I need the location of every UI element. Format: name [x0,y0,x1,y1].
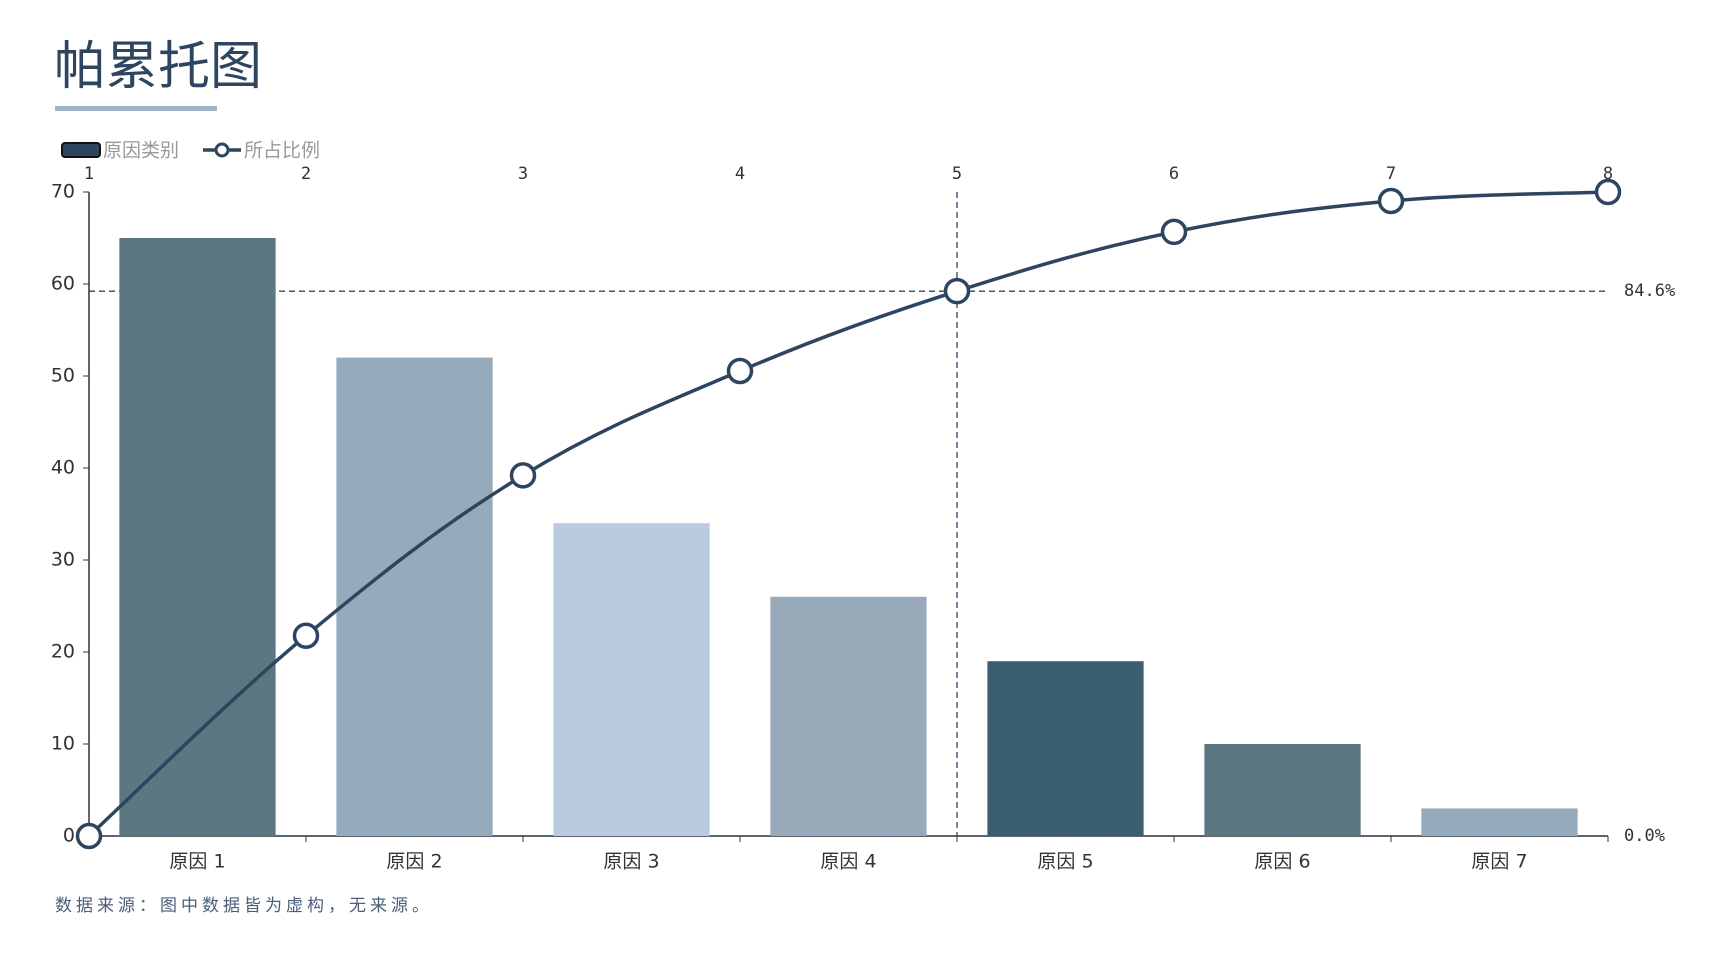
legend-label: 原因类别 [103,140,179,162]
line-point [509,462,537,489]
y-tick-label: 40 [51,457,75,479]
bar [987,661,1144,836]
x2-tick-label: 2 [301,164,311,184]
y-tick-label: 0 [63,825,75,847]
line-point [1377,187,1405,215]
bar [119,238,276,836]
x2-tick-label: 4 [735,164,745,184]
x2-tick-label: 5 [952,164,962,184]
line-point [943,277,971,305]
legend-swatch [214,142,230,158]
y-tick-label: 70 [51,181,75,203]
line-point [726,357,754,385]
y-tick-label: 10 [51,733,75,755]
bar [1421,808,1578,836]
y2-tick-label: 84.6% [1624,281,1675,301]
x-tick-label: 原因 2 [386,851,442,873]
bar [553,523,710,836]
line-point [1594,178,1622,206]
legend-swatch [61,142,101,158]
x2-tick-label: 7 [1386,164,1396,184]
y-tick-label: 60 [51,273,75,295]
title-underline [55,106,217,111]
x2-tick-label: 3 [518,164,528,184]
x-tick-label: 原因 4 [820,851,876,873]
line-point [75,822,103,850]
y-tick-label: 30 [51,549,75,571]
chart-title: 帕累托图 [54,37,262,97]
y-tick-label: 50 [51,365,75,387]
y2-tick-label: 0.0% [1624,826,1665,846]
legend-label: 所占比例 [244,140,320,162]
y-tick-label: 20 [51,641,75,663]
bar [336,357,493,836]
x-tick-label: 原因 1 [169,851,225,873]
x2-tick-label: 6 [1169,164,1179,184]
bar [1204,744,1361,836]
x2-tick-label: 8 [1603,164,1613,184]
x-tick-label: 原因 3 [603,851,659,873]
x-tick-label: 原因 7 [1471,851,1527,873]
x-tick-label: 原因 6 [1254,851,1310,873]
bar [770,596,927,836]
line-point [292,622,320,649]
source-note: 数据来源：图中数据皆为虚构，无来源。 [55,896,433,916]
x-tick-label: 原因 5 [1037,851,1093,873]
line-point [1160,218,1188,246]
x2-tick-label: 1 [84,164,94,184]
